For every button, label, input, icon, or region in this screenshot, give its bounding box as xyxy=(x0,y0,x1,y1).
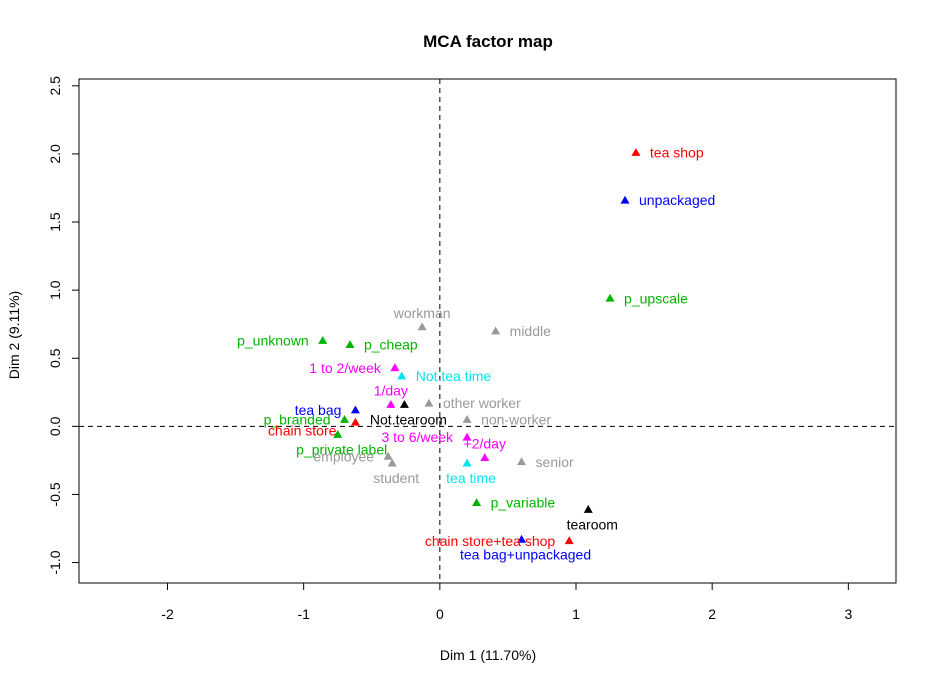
x-tick-label: -2 xyxy=(161,606,174,622)
y-tick-label: 0.0 xyxy=(47,416,63,436)
data-point-label: tearoom xyxy=(567,516,618,532)
data-point-marker xyxy=(397,371,407,380)
data-point-marker xyxy=(417,322,427,331)
x-tick-label: 1 xyxy=(572,606,580,622)
data-point-marker xyxy=(350,405,360,414)
data-point-marker xyxy=(631,148,641,156)
y-tick-label: 1.0 xyxy=(47,280,63,300)
data-points xyxy=(318,148,641,545)
data-point-label: student xyxy=(373,470,419,486)
data-point-marker xyxy=(383,451,393,460)
data-point-marker xyxy=(350,417,360,426)
data-point-marker xyxy=(620,195,630,204)
data-point-label: p_cheap xyxy=(364,337,418,353)
data-point-marker xyxy=(387,458,397,467)
data-point-label: p_unknown xyxy=(237,333,309,349)
reference-lines xyxy=(79,79,896,583)
x-tick-label: 0 xyxy=(436,606,444,622)
data-point-label: chain store xyxy=(268,422,337,438)
x-tick-label: -1 xyxy=(297,606,310,622)
data-point-label: workman xyxy=(393,305,451,321)
data-point-label: Not.tearoom xyxy=(370,412,447,428)
data-point-label: tea time xyxy=(446,470,496,486)
data-point-label: +2/day xyxy=(464,436,506,452)
data-point-marker xyxy=(472,498,482,507)
data-point-label: tea bag+unpackaged xyxy=(460,546,591,562)
y-tick-label: -1.0 xyxy=(47,550,63,574)
y-axis: -1.0 -0.5 0.0 0.5 1.0 1.5 2.0 2.5 xyxy=(47,76,80,575)
chart-title: MCA factor map xyxy=(423,32,553,51)
data-point-label: 1/day xyxy=(374,383,408,399)
data-point-marker xyxy=(480,453,490,462)
data-point-label: other worker xyxy=(443,395,521,411)
data-point-marker xyxy=(386,400,396,408)
data-point-marker xyxy=(491,326,501,335)
y-tick-label: 2.0 xyxy=(47,144,63,164)
data-point-marker xyxy=(340,415,350,423)
data-point-label: p_private label xyxy=(296,442,387,458)
data-point-label: tea bag xyxy=(295,402,342,418)
data-point-marker xyxy=(399,400,409,408)
data-point-label: p_upscale xyxy=(624,290,688,306)
data-point-label: chain store+tea shop xyxy=(425,533,556,549)
data-point-label: non-worker xyxy=(481,412,551,428)
data-point-label: Not.tea time xyxy=(416,368,492,384)
data-point-marker xyxy=(462,415,472,423)
y-tick-label: 0.5 xyxy=(47,348,63,368)
y-tick-label: -0.5 xyxy=(47,482,63,506)
x-tick-label: 3 xyxy=(844,606,852,622)
data-point-label: p_variable xyxy=(491,495,556,511)
data-point-marker xyxy=(390,363,400,372)
data-point-marker xyxy=(583,504,593,513)
x-tick-label: 2 xyxy=(708,606,716,622)
data-point-marker xyxy=(318,336,328,344)
data-point-label: tea shop xyxy=(650,145,704,161)
data-point-marker xyxy=(462,432,472,441)
y-axis-label: Dim 2 (9.11%) xyxy=(6,291,22,379)
data-point-marker xyxy=(517,534,527,543)
data-point-label: middle xyxy=(510,323,551,339)
x-axis: -2 -1 0 1 2 3 xyxy=(161,582,852,622)
data-point-marker xyxy=(424,398,434,407)
data-point-label: unpackaged xyxy=(639,192,715,208)
data-point-label: 3 to 6/week xyxy=(381,429,454,445)
data-point-marker xyxy=(333,430,343,438)
data-point-label: senior xyxy=(536,454,574,470)
data-point-marker xyxy=(462,458,472,467)
data-point-marker xyxy=(605,293,615,302)
data-point-marker xyxy=(345,340,355,348)
data-point-label: p_branded xyxy=(264,412,331,428)
data-point-label: employee xyxy=(313,448,374,464)
x-axis-label: Dim 1 (11.70%) xyxy=(440,647,536,663)
data-point-marker xyxy=(517,457,527,466)
y-tick-label: 2.5 xyxy=(47,76,63,96)
y-tick-label: 1.5 xyxy=(47,212,63,232)
data-point-label: 1 to 2/week xyxy=(309,360,382,376)
data-point-marker xyxy=(564,536,574,545)
